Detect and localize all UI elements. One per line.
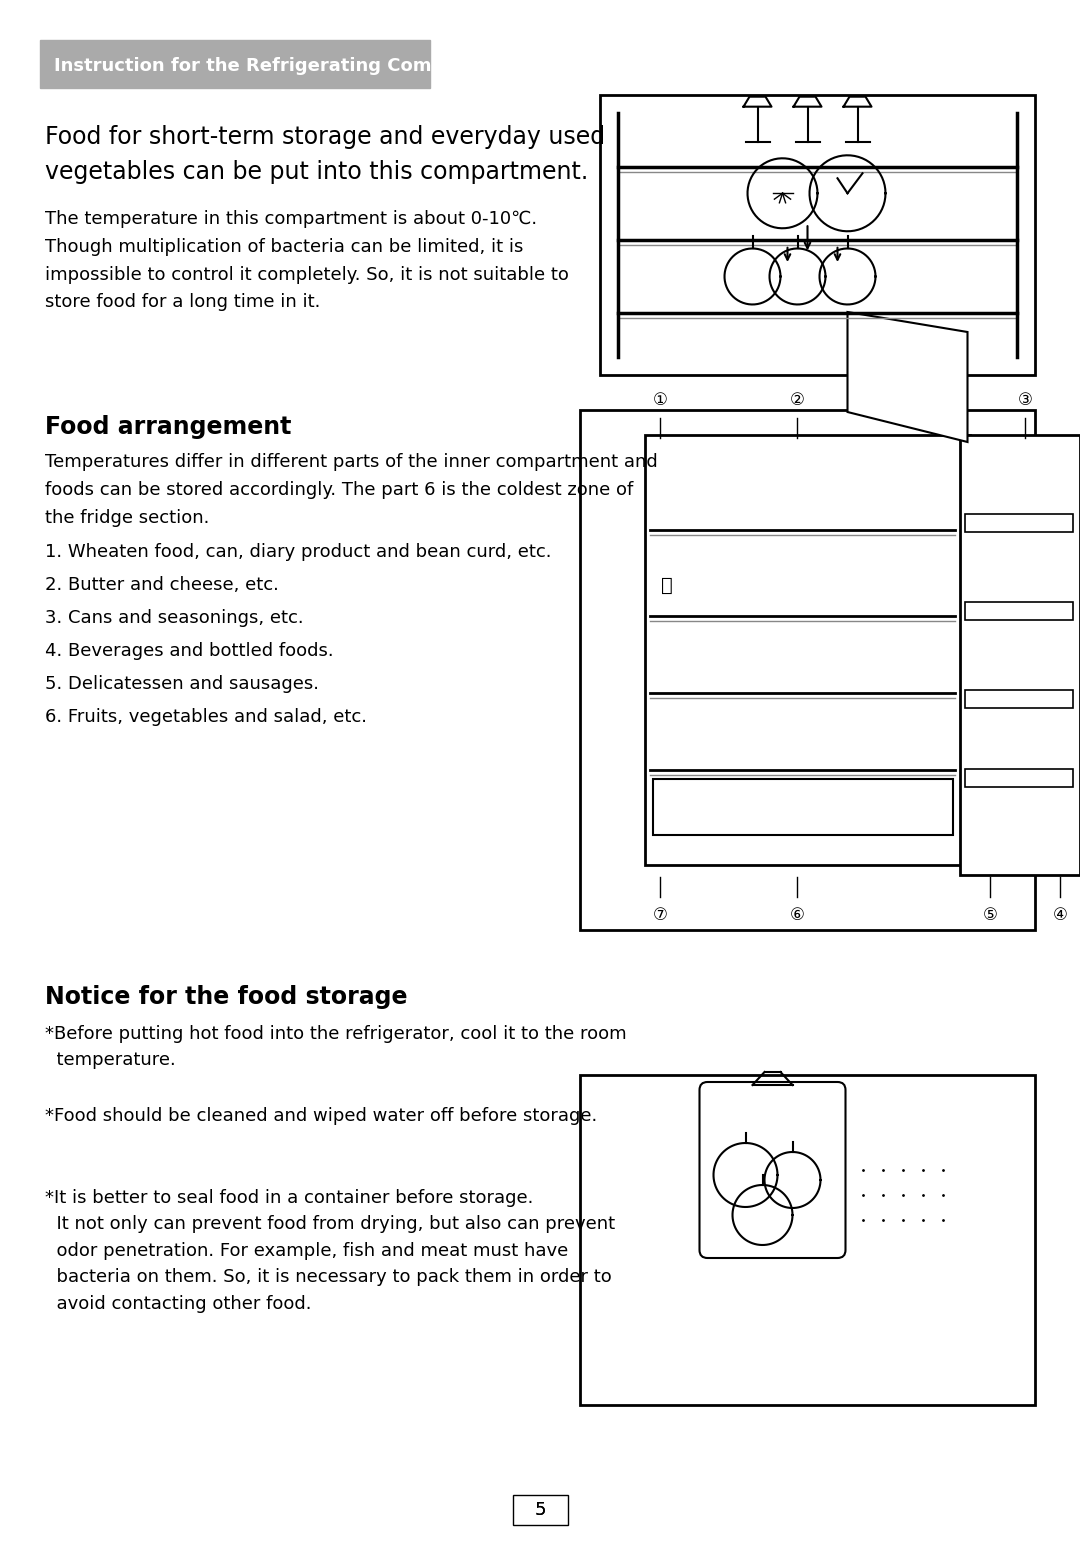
Text: Temperatures differ in different parts of the inner compartment and
foods can be: Temperatures differ in different parts o… (45, 453, 658, 526)
Bar (966, 691, 1074, 708)
Text: Instruction for the Refrigerating Compartment: Instruction for the Refrigerating Compar… (54, 57, 526, 74)
Bar (966, 602, 1074, 621)
Text: *Before putting hot food into the refrigerator, cool it to the room
  temperatur: *Before putting hot food into the refrig… (45, 1024, 626, 1069)
Text: ③: ③ (1017, 391, 1032, 410)
Text: ⑦: ⑦ (652, 906, 667, 923)
Text: ⑥: ⑥ (789, 906, 805, 923)
Text: Food for short-term storage and everyday used
vegetables can be put into this co: Food for short-term storage and everyday… (45, 126, 605, 185)
FancyBboxPatch shape (700, 1082, 846, 1259)
Bar (645, 435, 970, 864)
Text: 2. Butter and cheese, etc.: 2. Butter and cheese, etc. (45, 576, 279, 594)
Text: 6. Fruits, vegetables and salad, etc.: 6. Fruits, vegetables and salad, etc. (45, 708, 367, 726)
Text: 3. Cans and seasonings, etc.: 3. Cans and seasonings, etc. (45, 608, 303, 627)
Bar (653, 779, 953, 835)
Text: ⓘ: ⓘ (661, 576, 673, 594)
Text: The temperature in this compartment is about 0-10℃.
Though multiplication of bac: The temperature in this compartment is a… (45, 210, 569, 312)
Text: 5: 5 (535, 1501, 545, 1519)
Text: 5. Delicatessen and sausages.: 5. Delicatessen and sausages. (45, 675, 319, 694)
Text: 1. Wheaten food, can, diary product and bean curd, etc.: 1. Wheaten food, can, diary product and … (45, 543, 552, 560)
Bar (580, 1076, 1035, 1405)
Text: *Food should be cleaned and wiped water off before storage.: *Food should be cleaned and wiped water … (45, 1107, 597, 1125)
Bar (960, 435, 1080, 875)
FancyBboxPatch shape (513, 1495, 568, 1526)
Text: ②: ② (789, 391, 805, 410)
Text: ⑤: ⑤ (983, 906, 998, 923)
Bar (966, 514, 1074, 532)
Text: 4. Beverages and bottled foods.: 4. Beverages and bottled foods. (45, 643, 334, 660)
Text: ④: ④ (1053, 906, 1067, 923)
Bar (600, 95, 1035, 376)
FancyBboxPatch shape (40, 40, 430, 88)
Text: Notice for the food storage: Notice for the food storage (45, 986, 407, 1009)
Bar (580, 410, 1035, 930)
Bar (966, 770, 1074, 787)
Text: *It is better to seal food in a container before storage.
  It not only can prev: *It is better to seal food in a containe… (45, 1189, 616, 1313)
Text: ①: ① (652, 391, 667, 410)
Text: Food arrangement: Food arrangement (45, 414, 292, 439)
Text: 5: 5 (535, 1501, 545, 1519)
Polygon shape (848, 312, 968, 442)
